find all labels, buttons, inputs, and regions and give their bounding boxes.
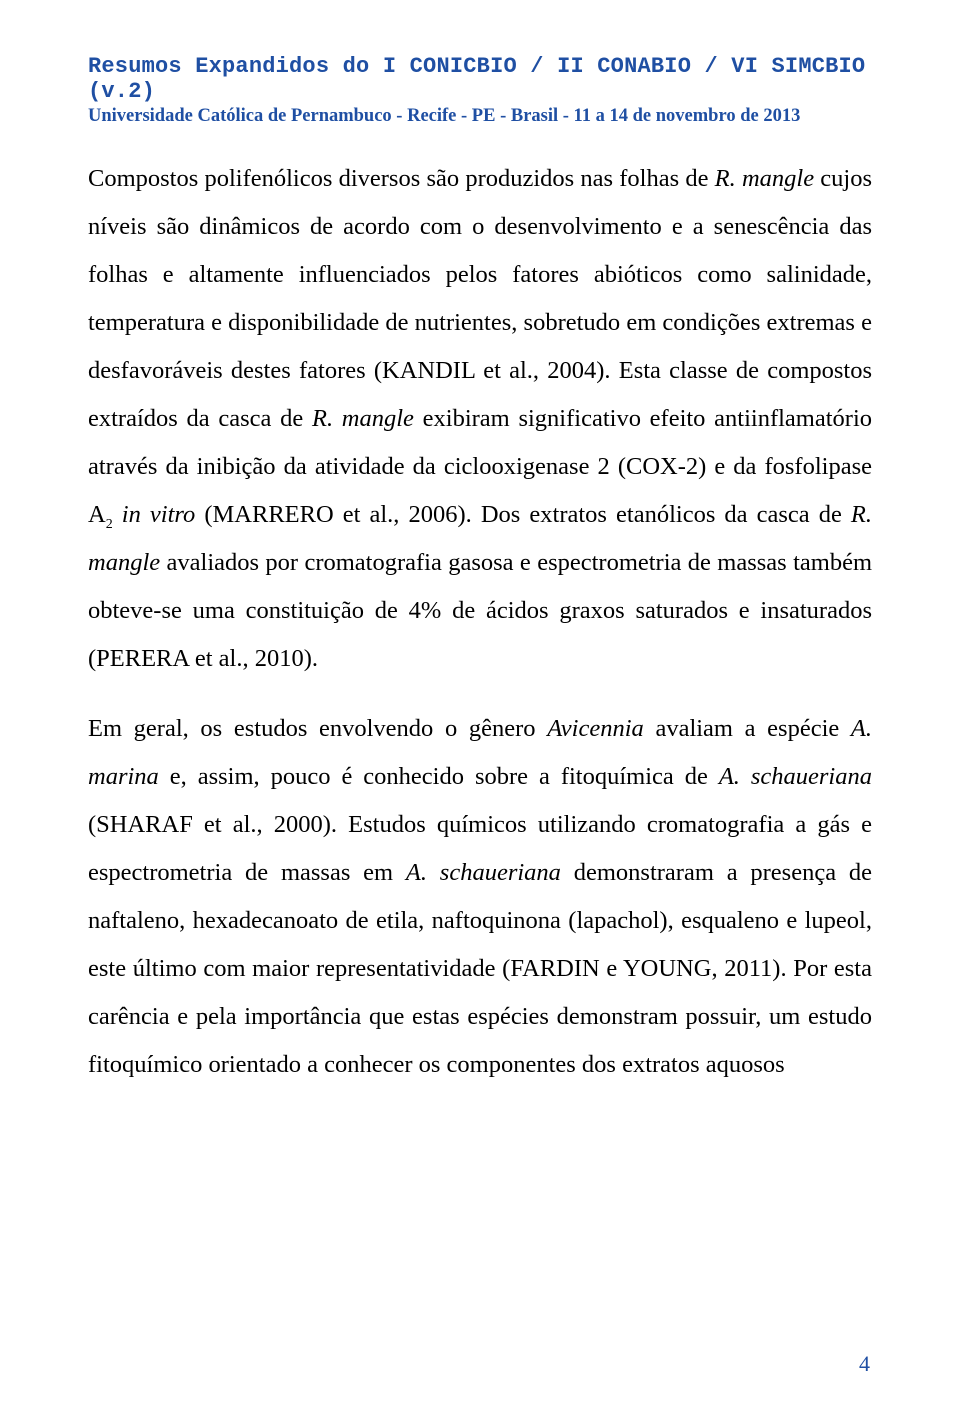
text-run: demonstraram a presença de naftaleno, he… — [88, 859, 872, 1078]
italic-species: R. mangle — [312, 405, 414, 432]
body-text-container: Compostos polifenólicos diversos são pro… — [88, 155, 872, 1089]
italic-species: A. schaueriana — [719, 763, 872, 790]
text-run: Em geral, os estudos envolvendo o gênero — [88, 715, 547, 742]
header-title-line1: Resumos Expandidos do I CONICBIO / II CO… — [88, 54, 872, 104]
text-run: Compostos polifenólicos diversos são pro… — [88, 165, 715, 192]
text-run: cujos níveis são dinâmicos de acordo com… — [88, 165, 872, 432]
header-title-line2: Universidade Católica de Pernambuco - Re… — [88, 106, 872, 127]
paragraph-2: Em geral, os estudos envolvendo o gênero… — [88, 705, 872, 1089]
text-run: avaliados por cromatografia gasosa e esp… — [88, 549, 872, 672]
text-run: (MARRERO et al., 2006). Dos extratos eta… — [195, 501, 851, 528]
italic-genus: Avicennia — [547, 715, 644, 742]
subscript: 2 — [106, 517, 113, 532]
page-number: 4 — [859, 1351, 870, 1377]
document-page: Resumos Expandidos do I CONICBIO / II CO… — [0, 0, 960, 1413]
italic-species: A. schaueriana — [406, 859, 561, 886]
text-run: avaliam a espécie — [644, 715, 851, 742]
text-run — [113, 501, 122, 528]
text-run: e, assim, pouco é conhecido sobre a fito… — [159, 763, 719, 790]
italic-species: R. mangle — [715, 165, 814, 192]
paragraph-1: Compostos polifenólicos diversos são pro… — [88, 155, 872, 683]
italic-term: in vitro — [122, 501, 196, 528]
